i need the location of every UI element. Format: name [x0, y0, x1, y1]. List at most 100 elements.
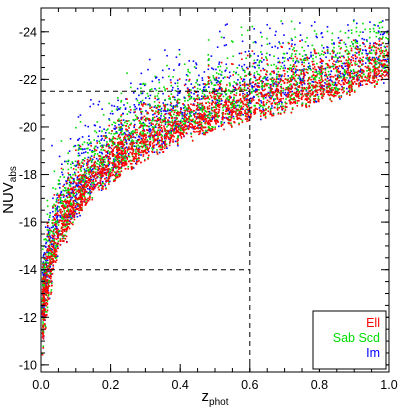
data-point — [374, 74, 377, 77]
data-point — [172, 76, 174, 78]
data-point — [85, 162, 88, 165]
data-point — [131, 153, 133, 156]
data-point — [98, 140, 101, 143]
data-point — [291, 65, 294, 68]
data-point — [181, 115, 184, 117]
data-point — [136, 118, 138, 120]
data-point — [340, 75, 342, 78]
data-point — [78, 154, 81, 157]
data-point — [380, 47, 382, 49]
data-point — [178, 123, 180, 126]
data-point — [354, 46, 357, 49]
data-point — [275, 77, 278, 80]
data-point — [384, 58, 387, 61]
data-point — [42, 261, 45, 263]
data-point — [269, 54, 271, 56]
data-point — [385, 74, 387, 76]
data-point — [111, 123, 113, 126]
data-point — [92, 183, 94, 186]
data-point — [327, 46, 329, 49]
data-point — [229, 75, 232, 77]
data-point — [245, 66, 248, 69]
data-point — [53, 242, 56, 244]
data-point — [42, 284, 45, 286]
data-point — [178, 48, 181, 51]
data-point — [203, 107, 206, 110]
data-point — [315, 71, 318, 74]
data-point — [301, 46, 303, 49]
data-point — [46, 266, 48, 268]
data-point — [78, 177, 81, 180]
data-point — [342, 55, 345, 58]
data-point — [188, 105, 190, 108]
data-point — [203, 86, 206, 88]
data-point — [170, 127, 172, 130]
data-point — [293, 91, 296, 94]
data-point — [67, 188, 70, 191]
data-point — [296, 100, 299, 102]
data-point — [198, 97, 200, 99]
data-point — [344, 65, 347, 68]
data-point — [50, 268, 53, 270]
data-point — [268, 96, 271, 99]
data-point — [196, 78, 199, 81]
data-point — [41, 283, 44, 286]
data-point — [96, 168, 99, 171]
data-point — [124, 137, 127, 139]
data-point — [81, 136, 84, 138]
data-point — [241, 121, 244, 123]
data-point — [149, 131, 151, 133]
data-point — [67, 212, 70, 214]
data-point — [62, 213, 65, 216]
data-point — [46, 234, 49, 236]
data-point — [310, 54, 312, 57]
data-point — [147, 158, 149, 160]
data-point — [53, 233, 55, 236]
data-point — [67, 160, 70, 163]
data-point — [172, 106, 174, 109]
data-point — [92, 168, 94, 170]
data-point — [171, 121, 174, 123]
data-point — [75, 165, 77, 167]
data-point — [285, 106, 288, 108]
data-point — [52, 197, 54, 200]
data-point — [253, 89, 256, 92]
data-point — [287, 58, 289, 60]
data-point — [366, 75, 369, 77]
data-point — [284, 106, 287, 109]
data-point — [175, 131, 177, 133]
data-point — [71, 161, 74, 163]
data-point — [48, 239, 50, 242]
data-point — [45, 281, 47, 283]
data-point — [96, 140, 98, 142]
data-point — [239, 76, 242, 78]
data-point — [309, 67, 311, 70]
data-point — [87, 170, 90, 172]
data-point — [195, 98, 197, 100]
data-point — [49, 239, 51, 242]
data-point — [321, 60, 323, 62]
data-point — [284, 78, 287, 81]
data-point — [173, 69, 175, 71]
data-point — [224, 105, 227, 108]
data-point — [376, 74, 378, 76]
data-point — [286, 71, 289, 73]
data-point — [333, 87, 336, 89]
data-point — [270, 103, 273, 105]
data-point — [328, 82, 331, 84]
data-point — [83, 191, 86, 193]
data-point — [157, 135, 159, 138]
data-point — [367, 65, 370, 67]
data-point — [109, 112, 112, 115]
data-point — [285, 94, 287, 97]
data-point — [259, 59, 262, 62]
data-point — [244, 118, 247, 120]
data-point — [81, 192, 84, 194]
data-point — [375, 72, 378, 75]
data-point — [315, 33, 318, 35]
data-point — [198, 84, 201, 86]
data-point — [259, 112, 262, 115]
data-point — [74, 188, 76, 191]
data-point — [294, 62, 296, 64]
data-point — [96, 142, 99, 144]
